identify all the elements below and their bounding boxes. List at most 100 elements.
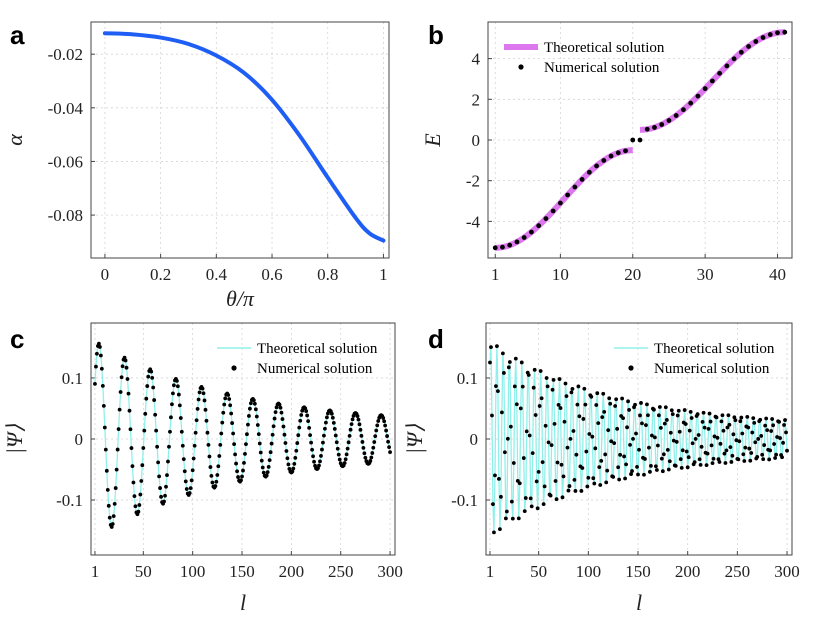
numerical-amplitude-dot: [239, 478, 243, 483]
numerical-amplitude-dot: [512, 384, 517, 389]
y-axis-label: |Ψ⟩: [402, 424, 427, 455]
numerical-amplitude-dot: [584, 449, 589, 454]
numerical-amplitude-dot: [97, 345, 102, 349]
numerical-amplitude-dot: [565, 445, 570, 450]
numerical-amplitude-dot: [689, 416, 694, 420]
x-tick-label: 0.8: [317, 265, 338, 284]
y-axis-label: E: [420, 133, 445, 148]
numerical-amplitude-dot: [174, 378, 179, 383]
numerical-amplitude-dot: [105, 488, 110, 492]
numerical-amplitude-dot: [573, 489, 578, 493]
numerical-amplitude-dot: [229, 411, 234, 416]
numerical-amplitude-dot: [265, 470, 270, 475]
numerical-amplitude-dot: [178, 416, 183, 420]
numerical-amplitude-dot: [234, 461, 238, 466]
numerical-amplitude-dot: [231, 431, 236, 436]
x-tick-label: 1: [379, 265, 388, 284]
numerical-amplitude-dot: [184, 487, 189, 491]
x-tick-label: 50: [135, 562, 152, 581]
numerical-amplitude-dot: [633, 402, 637, 407]
numerical-amplitude-dot: [94, 364, 98, 369]
numerical-amplitude-dot: [177, 403, 182, 408]
numerical-eigenvalue-dot: [702, 86, 708, 92]
numerical-amplitude-dot: [782, 423, 786, 427]
numerical-amplitude-dot: [312, 459, 316, 464]
numerical-amplitude-dot: [746, 425, 751, 430]
numerical-amplitude-dot: [136, 509, 141, 514]
numerical-amplitude-dot: [261, 470, 266, 475]
x-tick-label: 0.6: [261, 265, 282, 284]
numerical-amplitude-dot: [575, 402, 580, 407]
numerical-amplitude-dot: [362, 451, 367, 456]
numerical-amplitude-dot: [117, 407, 122, 412]
numerical-amplitude-dot: [629, 472, 633, 476]
numerical-amplitude-dot: [131, 480, 136, 485]
x-axis-label: θ/π: [226, 286, 255, 311]
y-tick-label: -0.1: [56, 491, 83, 510]
numerical-amplitude-dot: [656, 413, 661, 418]
numerical-amplitude-dot: [642, 472, 646, 477]
numerical-amplitude-dot: [726, 413, 731, 418]
numerical-amplitude-dot: [208, 465, 213, 469]
numerical-eigenvalue-dot: [673, 113, 679, 118]
numerical-amplitude-dot: [506, 365, 511, 370]
numerical-amplitude-dot: [98, 353, 103, 358]
numerical-amplitude-dot: [217, 454, 222, 458]
numerical-amplitude-dot: [306, 419, 311, 424]
numerical-amplitude-dot: [100, 383, 105, 388]
numerical-amplitude-dot: [264, 473, 269, 478]
numerical-amplitude-dot: [202, 398, 207, 403]
numerical-amplitude-dot: [284, 449, 289, 453]
numerical-amplitude-dot: [719, 419, 724, 424]
numerical-amplitude-dot: [649, 463, 653, 468]
x-tick-label: 20: [624, 265, 641, 284]
numerical-amplitude-dot: [696, 433, 701, 437]
numerical-amplitude-dot: [110, 522, 115, 526]
numerical-amplitude-dot: [522, 509, 527, 514]
y-tick-label: 0: [75, 430, 84, 449]
numerical-amplitude-dot: [204, 418, 209, 423]
numerical-amplitude-dot: [125, 377, 130, 381]
numerical-amplitude-dot: [116, 427, 121, 432]
numerical-amplitude-dot: [257, 441, 262, 446]
numerical-amplitude-dot: [127, 408, 132, 413]
numerical-amplitude-dot: [577, 414, 582, 419]
numerical-amplitude-dot: [548, 493, 553, 498]
numerical-amplitude-dot: [243, 452, 247, 456]
numerical-amplitude-dot: [355, 414, 360, 418]
x-axis-label: l: [240, 590, 246, 615]
numerical-amplitude-dot: [708, 419, 713, 424]
numerical-amplitude-dot: [167, 444, 171, 449]
numerical-amplitude-dot: [223, 396, 228, 401]
numerical-amplitude-dot: [583, 402, 588, 407]
numerical-amplitude-dot: [774, 452, 779, 457]
numerical-amplitude-dot: [773, 456, 778, 460]
y-tick-label: -2: [466, 172, 480, 191]
numerical-amplitude-dot: [311, 454, 315, 459]
numerical-eigenvalue-dot: [731, 56, 737, 62]
numerical-amplitude-dot: [332, 427, 337, 431]
numerical-amplitude-dot: [499, 410, 504, 415]
numerical-amplitude-dot: [732, 415, 737, 420]
numerical-amplitude-dot: [175, 384, 180, 389]
numerical-amplitude-dot: [516, 516, 521, 521]
numerical-amplitude-dot: [307, 425, 312, 430]
numerical-amplitude-dot: [248, 401, 253, 406]
numerical-amplitude-dot: [623, 476, 627, 481]
numerical-amplitude-dot: [707, 411, 712, 416]
numerical-amplitude-dot: [604, 480, 609, 485]
numerical-amplitude-dot: [166, 459, 170, 464]
theoretical-band-segment: [495, 147, 633, 251]
numerical-eigenvalue-dot: [746, 44, 751, 49]
numerical-amplitude-dot: [363, 455, 368, 460]
numerical-amplitude-dot: [617, 477, 622, 482]
numerical-amplitude-dot: [203, 407, 208, 412]
numerical-amplitude-dot: [586, 475, 591, 480]
numerical-amplitude-dot: [615, 426, 620, 431]
numerical-eigenvalue-dot: [492, 245, 498, 251]
numerical-amplitude-dot: [180, 443, 185, 448]
numerical-amplitude-dot: [624, 462, 628, 467]
numerical-amplitude-dot: [760, 452, 765, 457]
